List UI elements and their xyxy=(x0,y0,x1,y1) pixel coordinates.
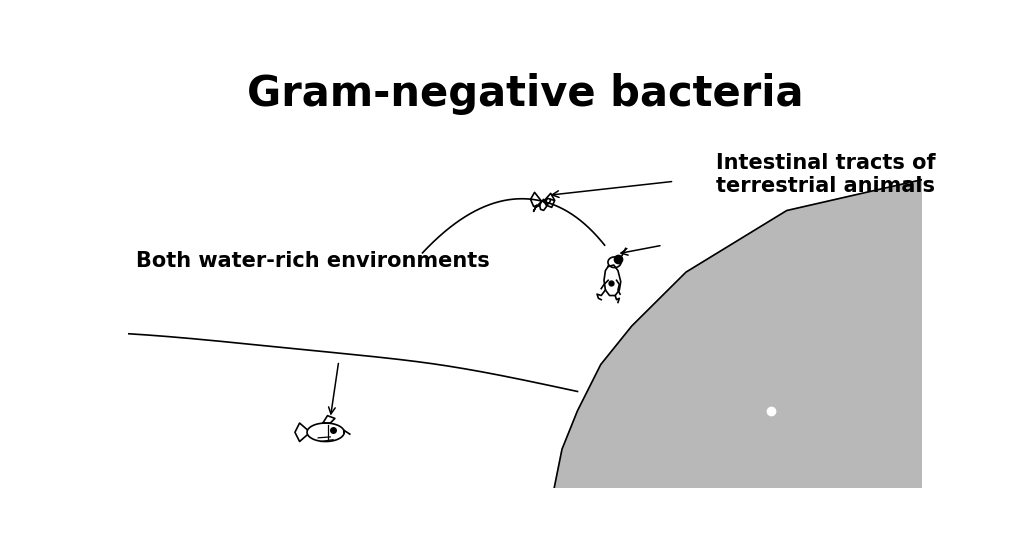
Polygon shape xyxy=(554,180,922,488)
Text: Intestinal tracts of
terrestrial animals: Intestinal tracts of terrestrial animals xyxy=(716,153,935,196)
Text: Both water-rich environments: Both water-rich environments xyxy=(136,250,489,271)
Text: Gram-negative bacteria: Gram-negative bacteria xyxy=(247,73,803,116)
